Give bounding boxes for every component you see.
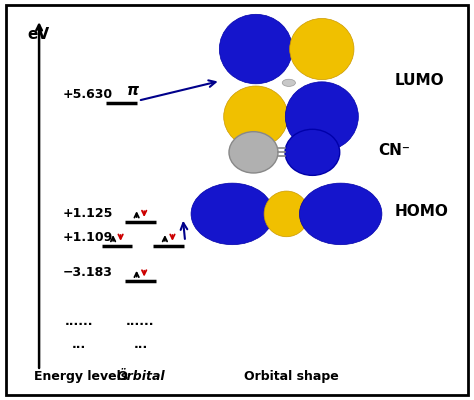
Text: HOMO: HOMO — [395, 204, 449, 220]
Text: +1.125: +1.125 — [63, 207, 113, 220]
Text: ...: ... — [72, 338, 86, 352]
Circle shape — [229, 132, 278, 173]
Ellipse shape — [219, 14, 292, 84]
Text: eV: eV — [27, 27, 49, 42]
Ellipse shape — [285, 82, 358, 151]
Ellipse shape — [290, 18, 354, 80]
Text: −3.183: −3.183 — [63, 266, 112, 280]
Text: Örbital: Örbital — [116, 370, 164, 383]
Text: ......: ...... — [126, 315, 155, 328]
Text: LUMO: LUMO — [395, 73, 445, 88]
Text: Energy levels: Energy levels — [35, 370, 128, 383]
Text: ......: ...... — [65, 315, 93, 328]
Text: +5.630: +5.630 — [63, 88, 113, 101]
Ellipse shape — [191, 183, 273, 245]
Text: +1.109: +1.109 — [63, 231, 113, 244]
Ellipse shape — [224, 86, 288, 147]
Text: π: π — [127, 83, 139, 98]
Text: Orbital shape: Orbital shape — [244, 370, 338, 383]
Ellipse shape — [300, 183, 382, 245]
Ellipse shape — [264, 191, 309, 237]
Ellipse shape — [282, 79, 295, 86]
Text: CN⁻: CN⁻ — [378, 143, 410, 158]
Circle shape — [285, 129, 340, 175]
Text: ...: ... — [133, 338, 147, 352]
